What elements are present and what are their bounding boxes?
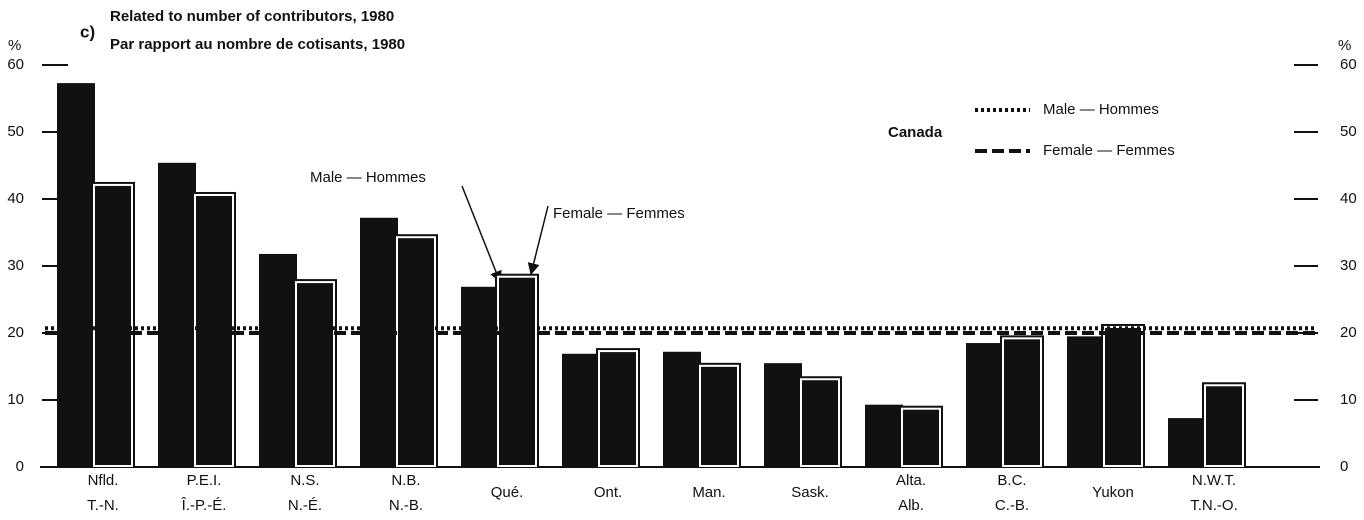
x-tick-label: T.N.-O. <box>1190 497 1238 514</box>
annotation: Male — Hommes <box>310 169 426 186</box>
bar <box>699 364 739 467</box>
chart-subtitle: Par rapport au nombre de cotisants, 1980 <box>110 36 405 53</box>
bar <box>1067 336 1105 467</box>
bar <box>396 236 436 467</box>
bar <box>1103 325 1143 467</box>
x-tick-label: N.-B. <box>389 497 423 514</box>
bar <box>57 83 95 467</box>
panel-label: c) <box>80 22 95 41</box>
annotation-arrow <box>461 185 502 284</box>
bar <box>901 407 941 467</box>
bar <box>497 275 537 467</box>
y2-tick-label: 60 <box>1340 56 1357 73</box>
bar <box>1002 337 1042 467</box>
x-tick-label: N.B. <box>391 472 420 489</box>
y2-unit: % <box>1338 37 1351 54</box>
y2-tick-label: 10 <box>1340 391 1357 408</box>
bar <box>663 351 701 467</box>
y2-tick-label: 40 <box>1340 190 1357 207</box>
y2-tick-label: 20 <box>1340 324 1357 341</box>
x-tick-label: Î.-P.-É. <box>181 497 227 514</box>
bar <box>598 350 638 467</box>
y-tick-label: 40 <box>7 190 24 207</box>
x-tick-label: Nfld. <box>88 472 119 489</box>
bar <box>194 193 234 467</box>
bar <box>966 343 1004 467</box>
bar <box>1168 418 1206 467</box>
x-tick-label: N.W.T. <box>1192 472 1236 489</box>
x-tick-label: B.C. <box>997 472 1026 489</box>
y-tick-label: 60 <box>7 56 24 73</box>
annotation-arrow <box>527 205 549 276</box>
annotation: Female — Femmes <box>553 205 685 222</box>
legend-label: Male — Hommes <box>1043 101 1159 118</box>
bar <box>360 217 398 467</box>
bar <box>295 281 335 467</box>
y-tick-label: 20 <box>7 324 24 341</box>
bar <box>93 183 133 467</box>
x-tick-label: Man. <box>692 484 725 501</box>
bar <box>764 363 802 467</box>
bar <box>461 286 499 467</box>
bar <box>865 404 903 467</box>
y2-tick-label: 0 <box>1340 458 1348 475</box>
chart-title: Related to number of contributors, 1980 <box>110 8 394 25</box>
y-tick-label: 10 <box>7 391 24 408</box>
x-tick-label: Qué. <box>491 484 524 501</box>
x-tick-label: T.-N. <box>87 497 119 514</box>
x-tick-label: N.-É. <box>288 497 322 514</box>
y-unit: % <box>8 37 21 54</box>
y-tick-label: 50 <box>7 123 24 140</box>
legend-label: Female — Femmes <box>1043 142 1175 159</box>
x-tick-label: Sask. <box>791 484 829 501</box>
x-tick-label: Alb. <box>898 497 924 514</box>
bar <box>158 162 196 467</box>
bar <box>562 353 600 467</box>
x-tick-label: Ont. <box>594 484 622 501</box>
y2-tick-label: 30 <box>1340 257 1357 274</box>
y-tick-label: 30 <box>7 257 24 274</box>
y-tick-label: 0 <box>16 458 24 475</box>
x-tick-label: C.-B. <box>995 497 1029 514</box>
x-tick-label: Yukon <box>1092 484 1134 501</box>
bar <box>1204 384 1244 468</box>
y2-tick-label: 50 <box>1340 123 1357 140</box>
bar <box>800 378 840 468</box>
x-tick-label: P.E.I. <box>187 472 222 489</box>
x-tick-label: Alta. <box>896 472 926 489</box>
legend-title: Canada <box>888 124 943 141</box>
bar <box>259 253 297 467</box>
x-tick-label: N.S. <box>290 472 319 489</box>
